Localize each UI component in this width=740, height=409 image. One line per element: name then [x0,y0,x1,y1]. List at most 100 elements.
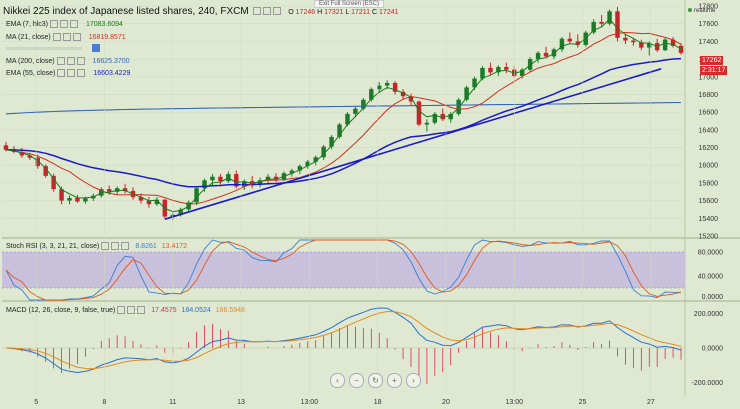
candle-body [257,180,263,185]
candle-body [647,43,652,48]
indicator-ma21-row[interactable]: MA (21, close) 16819.8571 [6,33,126,41]
close-label: C [372,9,378,16]
candle-body [353,108,358,114]
candle-body [432,113,438,123]
ma200-line [5,101,682,115]
candle-body [59,189,64,201]
settings-icon[interactable] [52,33,61,41]
stoch-legend[interactable]: Stoch RSI (3, 3, 21, 21, close) 8.8261 1… [6,242,187,250]
realtime-dot-icon [688,8,692,13]
candle-body [607,11,612,24]
time-tick-label: 13 [237,399,245,406]
macd-legend[interactable]: MACD (12, 26, close, 9, false, true) 17.… [6,306,245,314]
close-icon[interactable] [70,20,79,28]
eye-icon[interactable] [67,69,76,77]
indicator-ma200-row[interactable]: MA (200, close) 16625.3700 [6,57,130,65]
candle-body [377,85,382,90]
scroll-left-button[interactable]: ‹ [330,373,345,388]
zoom-out-button[interactable]: − [349,373,364,388]
price-tick-label: 16200 [699,145,719,152]
indicator-ema7-value: 17083.6094 [85,20,123,28]
candle-body [623,37,628,41]
eye-icon[interactable] [263,7,272,16]
time-tick-label: 20 [442,399,450,406]
candle-body [400,91,406,97]
stoch-tick-label: 0.0000 [702,294,724,301]
candle-body [392,82,398,92]
realtime-label: realtime [694,8,716,14]
hidden-indicator-bar [6,47,82,50]
candle-body [289,170,295,174]
eye-icon[interactable] [111,242,120,250]
candle-body [472,78,477,88]
close-icon[interactable] [77,69,86,77]
candle-body [337,124,342,137]
stoch-d-value: 13.4172 [161,242,188,250]
stoch-tick-label: 80.0000 [698,250,723,257]
time-tick-label: 8 [102,399,106,406]
candle-body [35,157,40,167]
candle-body [3,145,9,150]
candle-body [384,82,390,86]
candle-body [27,155,33,158]
candle-body [670,39,676,46]
close-icon[interactable] [76,57,85,65]
close-icon[interactable] [72,33,81,41]
candle-body [273,176,279,180]
open-label: O [288,9,294,16]
settings-icon[interactable] [117,306,126,314]
macd-label: MACD (12, 26, close, 9, false, true) [6,306,116,314]
candle-body [496,67,501,73]
candle-body [599,21,604,24]
price-tick-label: 16000 [699,163,719,170]
scroll-right-button[interactable]: › [406,373,421,388]
candle-body [369,89,374,100]
indicator-hidden-row[interactable] [6,44,100,52]
candle-body [43,166,48,176]
low-value: 17211 [351,9,371,16]
close-icon[interactable] [121,242,130,250]
candle-body [19,151,25,156]
candle-body [480,67,485,79]
eye-icon[interactable] [62,33,71,41]
candle-body [615,11,620,38]
indicator-ema55-row[interactable]: EMA (55, close) 16603.4229 [6,69,130,77]
candle-body [345,113,350,125]
zoom-in-button[interactable]: + [387,373,402,388]
indicator-ema7-row[interactable]: EMA (7, hlc3) 17083.6094 [6,20,123,28]
candle-body [83,198,88,202]
eye-icon[interactable] [127,306,136,314]
stoch-band [2,252,685,288]
close-value: 17241 [379,9,399,16]
time-tick-label: 5 [34,399,38,406]
candle-body [639,42,644,48]
settings-icon[interactable] [101,242,110,250]
price-tick-label: 16400 [699,127,719,134]
candle-body [194,188,199,203]
price-tick-label: 16600 [699,110,719,117]
settings-icon[interactable] [50,20,59,28]
exit-fullscreen-button[interactable]: Exit Full Screen (ESC) [314,0,385,8]
price-tick-label: 15800 [699,180,719,187]
settings-icon[interactable] [56,57,65,65]
time-tick-label: 13:00 [301,399,319,406]
candle-body [543,52,549,57]
indicator-ema55-label: EMA (55, close) [6,69,56,77]
macd-tick-label: 200.0000 [694,311,723,318]
eye-off-icon[interactable] [92,44,100,52]
candle-body [106,189,112,192]
reset-button[interactable]: ↻ [368,373,383,388]
chart-title: Nikkei 225 index of Japanese listed shar… [3,6,249,17]
close-icon[interactable] [137,306,146,314]
macd-tick-label: 0.0000 [702,346,724,353]
indicator-ma21-value: 16819.8571 [88,33,126,41]
settings-icon[interactable] [253,7,262,16]
eye-icon[interactable] [60,20,69,28]
price-tick-label: 17800 [699,4,719,11]
close-icon[interactable] [273,7,282,16]
eye-icon[interactable] [66,57,75,65]
candle-body [154,199,160,205]
settings-icon[interactable] [57,69,66,77]
candle-body [504,67,509,70]
